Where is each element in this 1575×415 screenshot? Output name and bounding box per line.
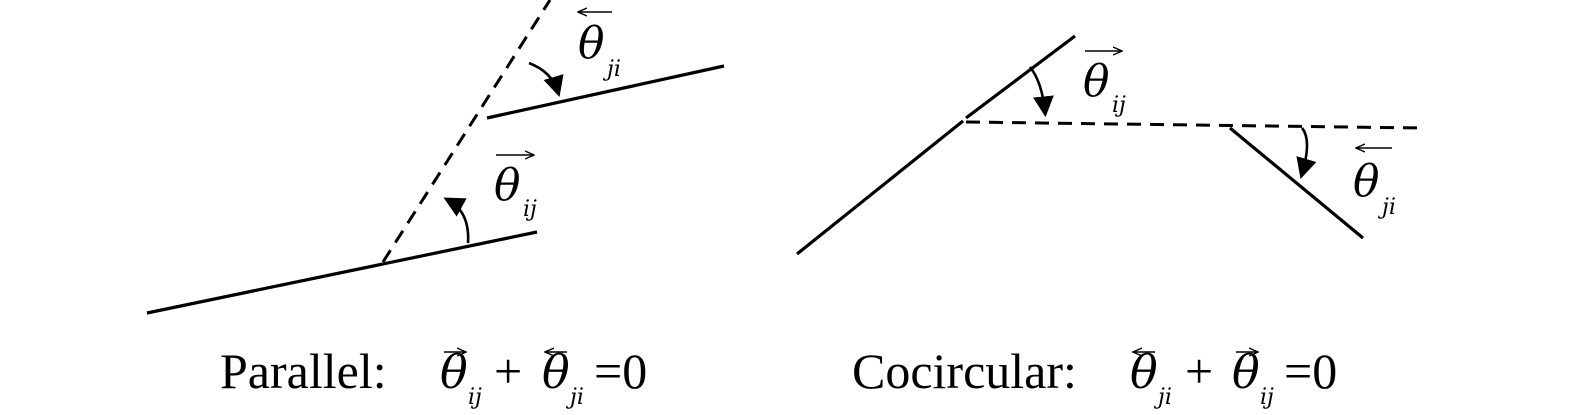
svg-text:θ: θ <box>494 160 521 211</box>
svg-text:ij: ij <box>468 385 482 410</box>
caption-parallel: Parallel: θ ij + θ ji =0 <box>220 343 647 410</box>
svg-text:θ: θ <box>1130 345 1158 399</box>
svg-text:ji: ji <box>602 57 621 82</box>
cocircular-diagram: θ ij θ ji <box>795 34 1423 256</box>
svg-text:=0: =0 <box>594 343 647 399</box>
segment-i-upper <box>965 34 1076 120</box>
svg-text:θ: θ <box>1353 156 1380 207</box>
svg-text:θ: θ <box>1232 345 1260 399</box>
svg-text:ij: ij <box>1112 93 1126 118</box>
extension-line <box>381 0 552 263</box>
label-theta-ij: θ ij <box>1083 51 1126 118</box>
extension-line <box>965 120 1423 130</box>
label-theta-ji: θ ji <box>578 12 621 82</box>
svg-text:θ: θ <box>542 345 570 399</box>
segment-j <box>1228 126 1365 240</box>
svg-text:θ: θ <box>1083 56 1110 107</box>
parallel-diagram: θ ji θ ij <box>146 0 725 315</box>
svg-text:ij: ij <box>523 197 537 222</box>
caption-cocircular: Cocircular: θ ji + θ ij =0 <box>852 343 1337 410</box>
svg-text:ji: ji <box>1153 385 1172 410</box>
label-theta-ij: θ ij <box>494 155 537 222</box>
svg-text:ij: ij <box>1260 385 1274 410</box>
svg-text:=0: =0 <box>1284 343 1337 399</box>
svg-text:Cocircular:: Cocircular: <box>852 343 1077 399</box>
svg-text:ji: ji <box>1377 195 1396 220</box>
label-theta-ji: θ ji <box>1353 148 1396 220</box>
angle-arc-ij <box>1028 66 1054 118</box>
segment-j <box>486 64 725 120</box>
svg-text:+: + <box>1185 343 1213 399</box>
svg-text:+: + <box>494 343 522 399</box>
svg-text:Parallel:: Parallel: <box>220 343 387 399</box>
angle-arc-ij <box>443 197 470 244</box>
angle-arc-ji <box>1296 127 1317 179</box>
svg-text:θ: θ <box>440 345 468 399</box>
segment-i <box>146 230 538 315</box>
svg-text:ji: ji <box>565 385 584 410</box>
angle-arc-ji <box>528 61 564 97</box>
svg-text:θ: θ <box>578 18 605 69</box>
segment-i <box>795 119 965 256</box>
